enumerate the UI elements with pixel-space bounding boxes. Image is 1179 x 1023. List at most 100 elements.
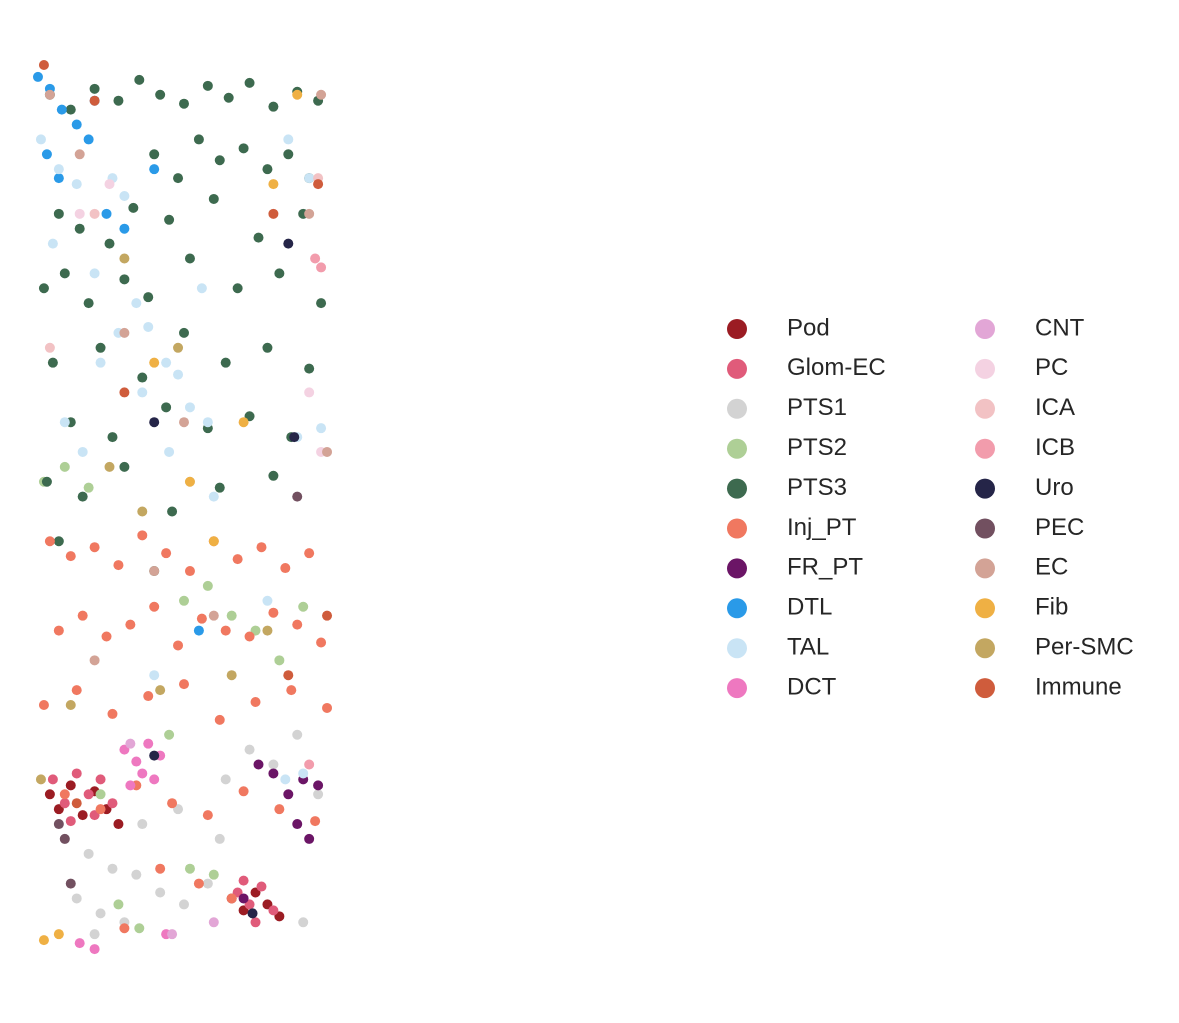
- cell-point: [125, 619, 136, 630]
- cell-point: [59, 833, 70, 844]
- cell-point: [244, 631, 255, 642]
- cell-point: [125, 780, 136, 791]
- cell-point: [193, 625, 204, 636]
- cell-point: [59, 789, 70, 800]
- cell-point: [283, 789, 294, 800]
- cell-point: [167, 798, 178, 809]
- cell-point: [149, 149, 160, 160]
- cell-point: [89, 655, 100, 666]
- legend-marker: [727, 558, 747, 579]
- cell-point: [65, 104, 76, 115]
- cell-point: [119, 387, 130, 398]
- cell-point: [274, 268, 285, 279]
- cell-point: [119, 327, 130, 338]
- cell-point: [292, 89, 303, 100]
- cell-point: [71, 798, 82, 809]
- cell-point: [71, 893, 82, 904]
- cell-point: [292, 619, 303, 630]
- cell-point: [167, 929, 178, 940]
- cell-point: [149, 164, 160, 175]
- cell-point: [268, 179, 279, 190]
- cell-point: [238, 786, 249, 797]
- cell-point: [47, 774, 58, 785]
- cell-point: [220, 625, 231, 636]
- cell-point: [262, 625, 273, 636]
- cell-point: [71, 119, 82, 130]
- cell-point: [131, 298, 142, 309]
- cell-point: [184, 566, 195, 577]
- cell-point: [101, 631, 112, 642]
- cell-point: [298, 601, 309, 612]
- legend-label: Uro: [1035, 474, 1074, 501]
- legend-marker: [727, 598, 747, 619]
- cell-point: [134, 74, 145, 85]
- cell-point: [173, 173, 184, 184]
- cell-point: [35, 134, 46, 145]
- legend-label: TAL: [787, 634, 829, 661]
- cell-point: [107, 798, 118, 809]
- legend-marker: [975, 478, 995, 499]
- cell-point: [214, 155, 225, 166]
- cell-point: [304, 833, 315, 844]
- cell-point: [161, 357, 172, 368]
- cell-point: [83, 482, 94, 493]
- legend-label: Immune: [1035, 673, 1122, 700]
- cell-point: [53, 164, 64, 175]
- cell-point: [244, 744, 255, 755]
- cell-point: [208, 869, 219, 880]
- cell-point: [202, 80, 213, 91]
- cell-point: [59, 461, 70, 472]
- legend-label: DTL: [787, 594, 832, 621]
- cell-point: [143, 691, 154, 702]
- cell-point: [202, 417, 213, 428]
- cell-point: [179, 98, 189, 109]
- cell-point: [274, 804, 285, 815]
- legend-label: PEC: [1035, 514, 1084, 541]
- cell-point: [298, 768, 309, 779]
- cell-point: [184, 863, 195, 874]
- cell-point: [53, 929, 64, 940]
- cell-point: [149, 357, 160, 368]
- cell-point: [256, 881, 267, 892]
- cell-point: [238, 417, 249, 428]
- cell-point: [322, 702, 333, 713]
- cell-point: [89, 929, 100, 940]
- cell-point: [71, 179, 82, 190]
- cell-point: [214, 482, 225, 493]
- cell-point: [107, 708, 118, 719]
- cell-point: [268, 768, 279, 779]
- cell-point: [310, 253, 321, 264]
- cell-point: [164, 729, 175, 740]
- cell-point: [268, 470, 279, 481]
- cell-point: [196, 283, 207, 294]
- cell-point: [104, 179, 115, 190]
- cell-point: [292, 491, 303, 502]
- cell-point: [44, 342, 55, 353]
- cell-point: [95, 774, 106, 785]
- cell-point: [83, 298, 94, 309]
- cell-point: [155, 887, 166, 898]
- cell-point: [119, 253, 130, 264]
- cell-point: [155, 685, 166, 696]
- cell-point: [238, 893, 249, 904]
- cell-point: [65, 780, 76, 791]
- legend-marker: [975, 358, 995, 379]
- cell-point: [298, 917, 309, 928]
- cell-point: [41, 149, 52, 160]
- cell-point: [53, 173, 64, 184]
- cell-point: [104, 461, 115, 472]
- cell-point: [232, 554, 243, 565]
- cell-point: [89, 542, 100, 553]
- legend-marker: [975, 319, 995, 339]
- cell-point: [208, 193, 219, 204]
- cell-point: [59, 798, 70, 809]
- cell-point: [128, 202, 139, 213]
- cell-point: [113, 560, 124, 571]
- cell-point: [283, 238, 294, 249]
- cell-point: [268, 101, 279, 112]
- legend-label: Inj_PT: [787, 514, 857, 541]
- legend-marker: [975, 558, 995, 579]
- cell-point: [44, 789, 55, 800]
- cell-point: [53, 536, 64, 547]
- cell-point: [274, 655, 285, 666]
